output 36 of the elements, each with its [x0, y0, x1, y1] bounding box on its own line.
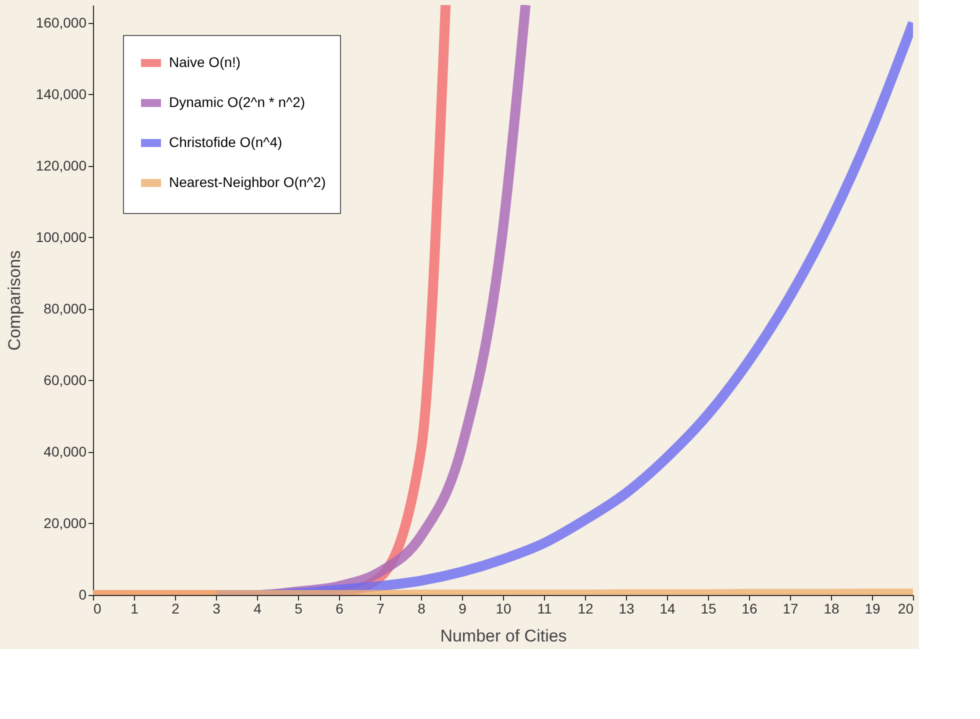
- x-axis-title: Number of Cities: [440, 626, 567, 646]
- x-tick-label: 8: [418, 600, 426, 616]
- x-tick-label: 4: [254, 600, 262, 616]
- x-tick-label: 6: [336, 600, 344, 616]
- y-axis-title: Comparisons: [4, 250, 24, 351]
- legend-label: Naive O(n!): [169, 54, 241, 70]
- y-tick-label: 160,000: [36, 14, 87, 30]
- x-tick-label: 16: [742, 600, 758, 616]
- y-tick-label: 80,000: [44, 300, 87, 316]
- x-tick-label: 18: [824, 600, 840, 616]
- x-tick-label: 20: [898, 600, 914, 616]
- x-tick-label: 5: [294, 600, 303, 616]
- x-tick-label: 19: [864, 600, 880, 616]
- x-tick-label: 10: [496, 600, 512, 616]
- x-tick-label: 7: [376, 600, 385, 616]
- y-tick-label: 40,000: [44, 443, 87, 460]
- legend-label: Nearest-Neighbor O(n^2): [169, 174, 326, 190]
- y-tick-label: 0: [78, 586, 87, 602]
- x-tick-label: 17: [782, 600, 798, 616]
- y-tick-label: 100,000: [36, 228, 87, 245]
- x-tick-label: 9: [458, 600, 467, 616]
- y-tick-label: 120,000: [36, 157, 87, 174]
- legend-label: Dynamic O(2^n * n^2): [169, 94, 306, 110]
- x-tick-label: 1: [130, 600, 139, 616]
- x-tick-label: 15: [700, 600, 716, 616]
- x-tick-label: 2: [172, 600, 180, 616]
- legend-label: Christofide O(n^4): [169, 134, 282, 150]
- y-tick-label: 60,000: [44, 372, 87, 388]
- x-tick-label: 12: [578, 600, 594, 616]
- x-tick-label: 11: [537, 600, 552, 616]
- y-tick-label: 140,000: [36, 86, 87, 102]
- y-tick-label: 20,000: [44, 514, 87, 531]
- x-tick-label: 3: [212, 600, 221, 616]
- x-tick-label: 0: [94, 600, 102, 616]
- x-tick-label: 14: [660, 600, 676, 616]
- x-tick-label: 13: [618, 600, 634, 616]
